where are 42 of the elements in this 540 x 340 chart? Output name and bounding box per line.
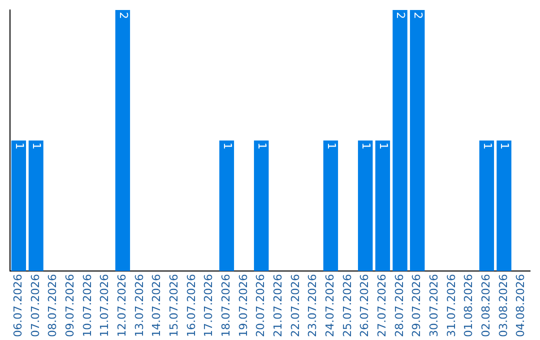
x-tick-label: 31.07.2026 [444,274,458,338]
x-tick-label: 06.07.2026 [12,274,25,338]
x-tick-label: 14.07.2026 [150,274,164,338]
x-tick-label: 21.07.2026 [272,274,285,338]
x-tick-label: 28.07.2026 [392,274,406,338]
data-label: 2 [411,12,424,19]
x-tick-label: 02.08.2026 [480,274,493,338]
x-tick-label: 19.07.2026 [236,274,250,338]
x-tick-label: 24.07.2026 [324,274,337,338]
x-tick-label: 11.07.2026 [98,274,112,338]
data-label: 1 [255,142,268,150]
x-tick-label: 07.07.2026 [28,274,42,338]
x-tick-label: 29.07.2026 [410,274,424,338]
x-tick-label: 13.07.2026 [132,274,146,338]
data-label: 1 [359,142,372,150]
x-tick-label: 17.07.2026 [202,274,216,338]
data-label: 2 [116,12,130,19]
x-tick-label: 23.07.2026 [306,274,320,338]
x-tick-label: 04.08.2026 [514,274,528,338]
data-label: 2 [394,12,408,19]
x-tick-label: 18.07.2026 [220,274,233,338]
data-label: 1 [498,142,512,150]
x-tick-label: 10.07.2026 [80,274,94,338]
data-label: 1 [220,142,234,150]
data-label: 1 [30,142,44,150]
data-label: 1 [480,142,494,150]
x-tick-label: 20.07.2026 [254,274,268,338]
x-tick-label: 22.07.2026 [288,274,302,338]
x-tick-label: 30.07.2026 [428,274,441,338]
x-tick-label: 09.07.2026 [64,274,77,338]
x-tick-label: 03.08.2026 [496,274,510,338]
data-label: 1 [324,142,338,150]
x-tick-label: 15.07.2026 [168,274,181,338]
x-tick-label: 01.08.2026 [462,274,476,338]
data-label: 1 [12,142,26,150]
x-tick-label: 16.07.2026 [184,274,198,338]
x-tick-label: 27.07.2026 [376,274,389,338]
x-tick-label: 12.07.2026 [116,274,129,338]
x-tick-label: 25.07.2026 [340,274,354,338]
x-tick-label: 26.07.2026 [358,274,372,338]
data-label: 1 [376,142,390,150]
x-tick-label: 08.07.2026 [46,274,60,338]
